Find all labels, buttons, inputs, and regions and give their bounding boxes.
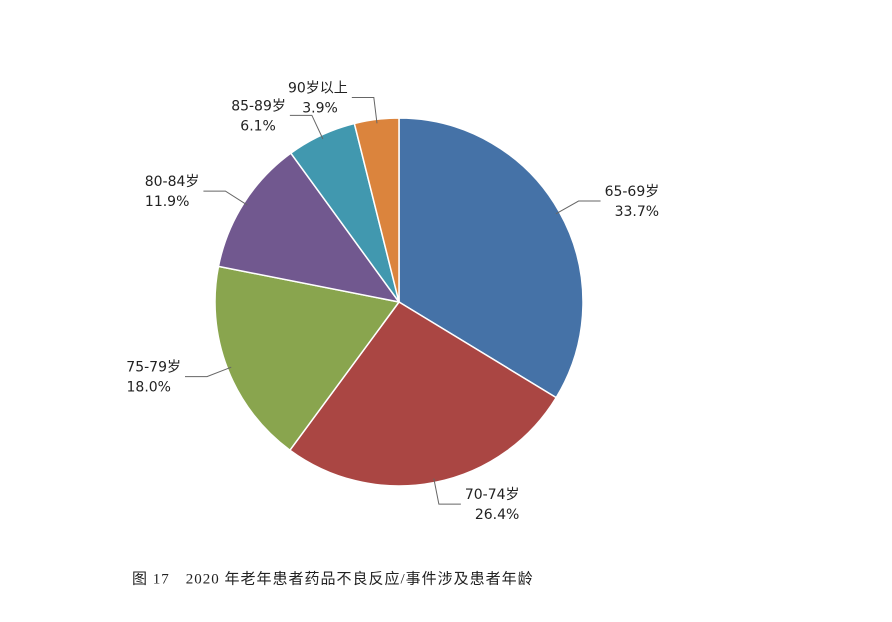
slice-value-label: 26.4% [475, 507, 519, 523]
slice-label: 80-84岁 [145, 174, 200, 190]
slice-label: 85-89岁 [231, 98, 286, 114]
slice-label: 70-74岁 [465, 487, 520, 503]
chart-caption: 图 17 2020 年老年患者药品不良反应/事件涉及患者年龄 [132, 569, 534, 587]
leader-line [433, 478, 461, 505]
leader-line [555, 200, 601, 215]
leader-line [351, 97, 378, 124]
leader-line [184, 366, 232, 378]
leader-line [289, 114, 324, 140]
slice-label: 75-79岁 [126, 360, 181, 376]
slice-value-label: 11.9% [145, 194, 189, 210]
slice-value-label: 33.7% [615, 204, 659, 220]
leader-line [203, 190, 248, 206]
slice-value-label: 18.0% [127, 380, 171, 396]
slice-value-label: 6.1% [240, 118, 276, 134]
slice-label: 65-69岁 [605, 184, 660, 200]
slice-value-label: 3.9% [302, 101, 338, 117]
slice-label: 90岁以上 [288, 81, 348, 97]
